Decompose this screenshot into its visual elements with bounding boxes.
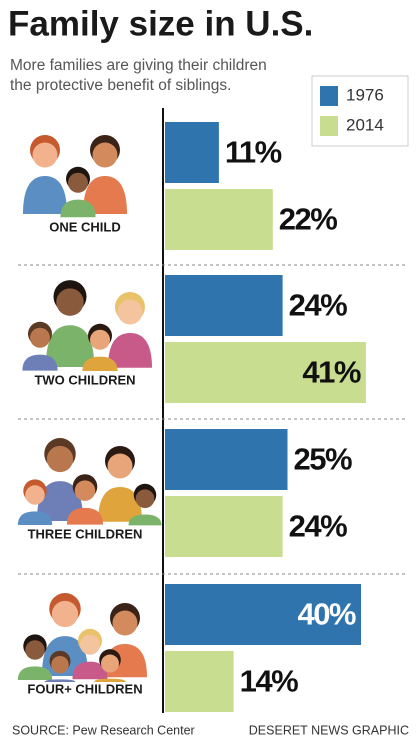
person-head [56,288,84,316]
category-label: TWO CHILDREN [34,372,135,387]
bar [165,122,219,183]
person-body [36,481,84,521]
person-head [117,299,143,325]
person-head [80,634,100,655]
person-body [82,356,118,371]
person-body [66,507,104,525]
person-head [74,480,96,501]
person-body [45,325,95,367]
person-body [98,487,142,522]
person-head [90,329,110,350]
person-body [17,666,53,680]
value-label: 22% [279,202,337,237]
person-head [30,327,50,348]
category-label: ONE CHILD [49,219,121,234]
person-body [108,333,152,368]
subtitle-line: the protective benefit of siblings. [10,77,231,94]
person-body [60,199,96,218]
legend-swatch [320,116,338,136]
category-label: FOUR+ CHILDREN [27,681,142,696]
value-label: 14% [240,664,298,699]
person-head [92,142,118,168]
person-head [101,654,119,673]
person-head [112,610,138,636]
person-body [17,511,53,525]
value-label: 40% [297,597,355,632]
person-head [51,600,79,628]
category-label: THREE CHILDREN [28,526,143,541]
bar [165,275,283,336]
person-body [22,354,58,371]
legend-label: 2014 [346,115,384,134]
bar [165,584,361,645]
person-head [32,142,58,168]
bar [165,189,273,250]
person-body [128,514,162,526]
bar [165,342,366,403]
person-head [68,172,88,193]
chart-title: Family size in U.S. [8,4,313,43]
credit: DESERET NEWS GRAPHIC [249,723,409,737]
person-head [135,489,155,509]
subtitle-line: More families are giving their children [10,57,267,74]
bar [165,429,288,490]
value-label: 41% [302,355,360,390]
value-label: 11% [225,135,282,170]
value-label: 24% [289,288,347,323]
person-body [72,661,108,680]
source: SOURCE: Pew Research Center [12,723,195,737]
person-head [46,445,74,473]
person-head [107,453,133,479]
bar [165,496,283,557]
person-head [25,485,45,505]
legend-swatch [320,86,338,106]
legend-label: 1976 [346,85,384,104]
person-body [44,679,76,682]
bar [165,651,234,712]
person-head [51,655,69,674]
person-body [23,176,67,214]
value-label: 25% [294,442,352,477]
person-head [25,640,45,660]
person-body [94,678,126,682]
value-label: 24% [289,509,347,544]
person-body [83,176,127,214]
